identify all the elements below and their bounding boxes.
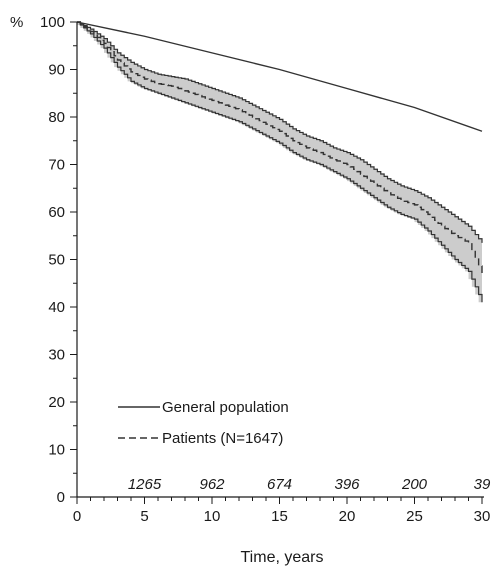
y-tick-label: 70 [48,157,65,174]
y-axis-unit-label: % [10,14,23,31]
legend-label: Patients (N=1647) [162,430,283,447]
y-tick-label: 80 [48,109,65,126]
y-tick-label: 40 [48,299,65,316]
series-line-patients [77,21,483,274]
series-line-general-population [76,21,483,132]
y-tick-label: 50 [48,252,65,269]
number-at-risk-row: 1265 962 674 396 200 39 [128,476,491,493]
axes: 0 10 20 30 40 50 60 70 80 90 100 0 5 10 15 20 25 30 [40,14,490,525]
number-at-risk-label: 200 [401,476,428,493]
x-tick-label: 30 [474,508,491,525]
y-tick-label: 30 [48,347,65,364]
y-tick-label: 60 [48,204,65,221]
x-tick-label: 10 [204,508,221,525]
y-tick-label: 100 [40,14,65,31]
y-tick-label: 20 [48,394,65,411]
number-at-risk-label: 674 [267,476,292,493]
x-axis-title: Time, years [241,549,324,566]
y-tick-label: 10 [48,442,65,459]
legend: General population Patients (N=1647) [118,399,289,447]
x-tick-label: 15 [271,508,288,525]
series-layer [76,21,483,274]
number-at-risk-label: 962 [199,476,225,493]
ci-lower-line [77,21,483,303]
number-at-risk-label: 1265 [128,476,162,493]
number-at-risk-label: 39 [474,476,491,493]
x-tick-label: 25 [406,508,423,525]
y-tick-label: 90 [48,62,65,79]
number-at-risk-label: 396 [334,476,360,493]
ci-upper-line [77,21,483,243]
y-tick-label: 0 [57,489,65,506]
confidence-band [77,22,482,303]
x-tick-label: 0 [73,508,81,525]
x-tick-label: 20 [339,508,356,525]
x-tick-label: 5 [140,508,148,525]
legend-label: General population [162,399,289,416]
confidence-band-layer [77,21,483,303]
